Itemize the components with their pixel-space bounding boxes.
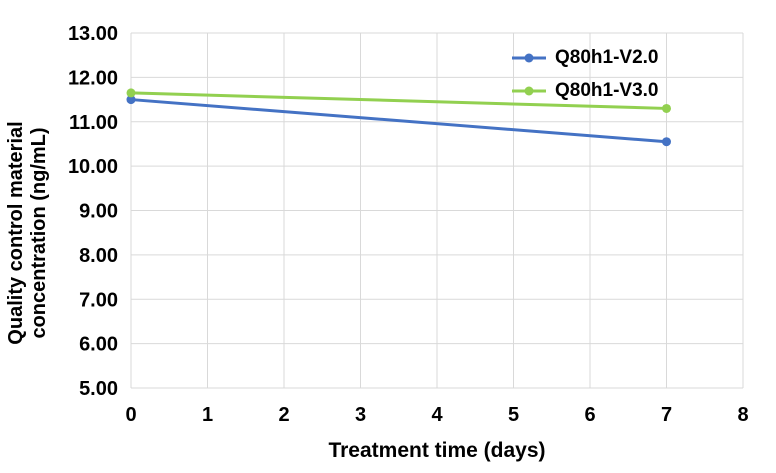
x-tick-label: 0 <box>125 404 136 426</box>
legend-label-q80h1-v3: Q80h1-V3.0 <box>555 80 659 101</box>
y-axis-title-line2: concentration (ng/mL) <box>28 127 50 339</box>
y-axis-title-line1: Quality control material <box>5 121 27 345</box>
x-axis-title: Treatment time (days) <box>328 439 546 462</box>
legend-item-q80h1-v2[interactable]: Q80h1-V2.0 <box>511 46 659 70</box>
y-tick-label: 9.00 <box>79 201 118 223</box>
legend-line-marker-icon <box>512 53 546 63</box>
y-tick-label: 13.00 <box>68 23 118 45</box>
y-tick-label: 12.00 <box>68 67 118 89</box>
y-tick-label: 8.00 <box>79 245 118 267</box>
data-point-q80h1-v2.0 <box>126 95 136 105</box>
data-point-q80h1-v3.0 <box>662 103 671 113</box>
x-tick-label: 7 <box>661 404 672 426</box>
y-tick-label: 7.00 <box>79 289 118 311</box>
x-tick-label: 5 <box>508 404 519 426</box>
legend-line-marker-icon <box>512 86 546 96</box>
legend-dot-icon <box>524 86 534 96</box>
x-tick-label: 3 <box>355 404 366 426</box>
y-tick-label: 5.00 <box>79 378 118 400</box>
legend-item-q80h1-v3[interactable]: Q80h1-V3.0 <box>511 79 659 103</box>
series-line-q80h1-v3.0 <box>129 91 668 110</box>
x-tick-label: 4 <box>431 404 443 426</box>
data-point-q80h1-v3.0 <box>126 88 136 98</box>
series-line-q80h1-v2.0 <box>129 98 668 144</box>
data-point-q80h1-v2.0 <box>662 137 671 147</box>
x-tick-label: 1 <box>202 404 213 426</box>
legend: Q80h1-V2.0 Q80h1-V3.0 <box>511 46 659 112</box>
y-tick-label: 6.00 <box>79 334 118 356</box>
legend-label-q80h1-v2: Q80h1-V2.0 <box>555 47 659 68</box>
y-tick-label: 11.00 <box>69 112 118 134</box>
y-axis-title: Quality control material concentration (… <box>5 121 51 344</box>
y-tick-label: 10.00 <box>68 156 118 178</box>
x-tick-label: 2 <box>278 404 289 426</box>
x-tick-label: 6 <box>584 404 595 426</box>
x-tick-label: 8 <box>737 404 748 426</box>
legend-dot-icon <box>524 53 534 63</box>
